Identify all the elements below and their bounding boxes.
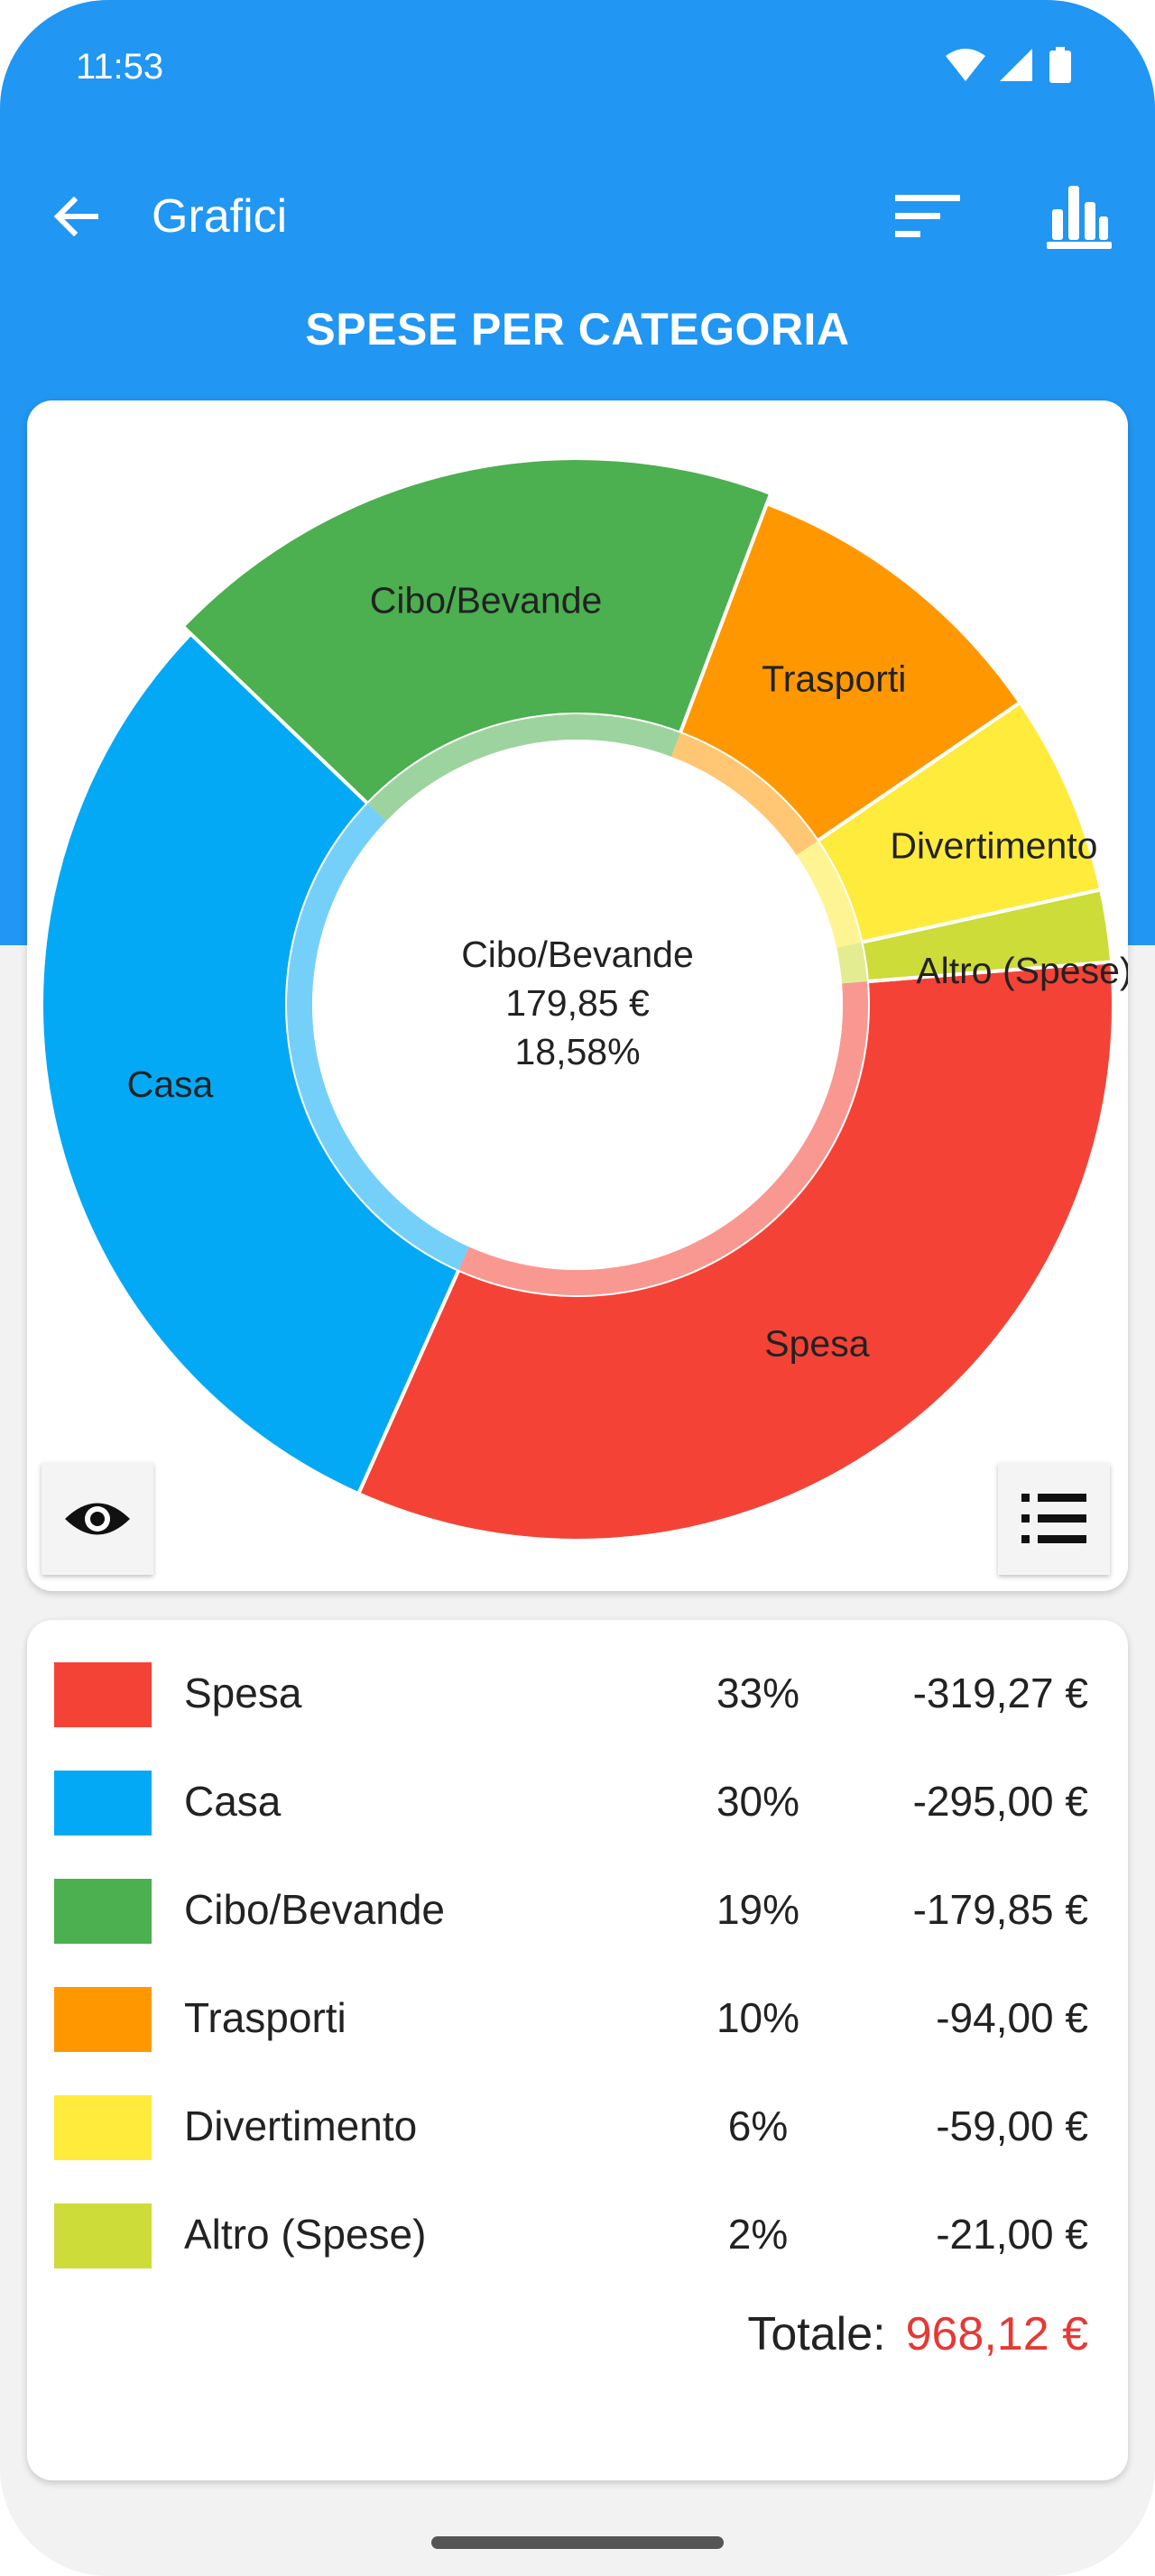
legend-percent: 30%: [716, 1778, 800, 1825]
legend-row[interactable]: Casa 30% -295,00 €: [27, 1757, 1128, 1847]
chart-card: Spesa Casa Cibo/Bevande Trasporti Divertimen…: [27, 400, 1128, 1591]
legend-amount: -59,00 €: [936, 2102, 1088, 2149]
legend-amount: -94,00 €: [936, 1994, 1088, 2041]
center-percent: 18,58%: [514, 1031, 640, 1072]
battery-icon: [1049, 47, 1071, 83]
color-swatch: [54, 2203, 152, 2268]
slice-inner-ring: [287, 804, 469, 1270]
wifi-icon: [946, 49, 985, 81]
legend-percent: 2%: [727, 2211, 789, 2258]
page-title: Grafici: [152, 190, 288, 243]
legend-amount: -179,85 €: [912, 1886, 1088, 1933]
legend-row[interactable]: Spesa 33% -319,27 €: [27, 1649, 1128, 1739]
slice-label: Trasporti: [762, 658, 906, 699]
slice-inner-ring: [367, 714, 680, 822]
center-category: Cibo/Bevande: [461, 934, 694, 975]
legend-amount: -21,00 €: [936, 2211, 1088, 2258]
legend-percent: 6%: [727, 2102, 789, 2149]
legend-row[interactable]: Altro (Spese) 2% -21,00 €: [27, 2190, 1128, 2280]
color-swatch: [54, 1662, 152, 1727]
slice-label: Spesa: [764, 1323, 869, 1365]
total-value: 968,12 €: [905, 2308, 1088, 2360]
signal-icon: [1000, 49, 1032, 81]
legend-category-name: Divertimento: [184, 2102, 418, 2149]
bar-chart-icon: [1047, 186, 1112, 249]
back-button[interactable]: [31, 171, 121, 262]
slice-label: Divertimento: [890, 825, 1097, 867]
legend-category-name: Cibo/Bevande: [184, 1886, 445, 1933]
show-list-button[interactable]: [998, 1463, 1110, 1575]
center-amount: 179,85 €: [505, 982, 650, 1024]
slice-label: Casa: [127, 1063, 214, 1105]
total-row: Totale: 968,12 €: [747, 2307, 1088, 2361]
sort-button[interactable]: [882, 171, 973, 262]
home-indicator[interactable]: [431, 2536, 724, 2549]
legend-row[interactable]: Trasporti 10% -94,00 €: [27, 1973, 1128, 2064]
toggle-visibility-button[interactable]: [42, 1463, 153, 1575]
section-title: SPESE PER CATEGORIA: [305, 304, 850, 354]
slice-label: Altro (Spese): [916, 950, 1128, 991]
slice-inner-ring: [796, 841, 862, 948]
legend-row[interactable]: Cibo/Bevande 19% -179,85 €: [27, 1865, 1128, 1955]
list-icon: [1021, 1494, 1086, 1543]
legend-percent: 10%: [716, 1994, 800, 2041]
legend-amount: -319,27 €: [912, 1670, 1088, 1716]
eye-icon: [65, 1503, 130, 1535]
total-label: Totale:: [747, 2308, 886, 2360]
donut-hole: [312, 740, 843, 1270]
donut-chart[interactable]: Spesa Casa Cibo/Bevande Trasporti Divertimen…: [27, 400, 1128, 1591]
legend-category-name: Casa: [184, 1778, 282, 1825]
status-time: 11:53: [76, 47, 164, 87]
status-icons: [944, 45, 1079, 87]
sort-icon: [895, 195, 960, 237]
legend-category-name: Trasporti: [184, 1994, 346, 2041]
slice-inner-ring: [836, 942, 867, 984]
arrow-left-icon: [53, 196, 98, 237]
color-swatch: [54, 1879, 152, 1944]
app-bar: Grafici: [0, 171, 1155, 262]
slice-inner-ring: [458, 981, 868, 1295]
color-swatch: [54, 2095, 152, 2160]
legend-card: Spesa 33% -319,27 € Casa 30% -295,00 € C…: [27, 1620, 1128, 2480]
legend-category-name: Altro (Spese): [184, 2211, 427, 2258]
legend-row[interactable]: Divertimento 6% -59,00 €: [27, 2082, 1128, 2172]
slice-label: Cibo/Bevande: [370, 579, 603, 621]
slice-inner-ring: [670, 732, 818, 856]
legend-percent: 33%: [716, 1670, 800, 1716]
legend-amount: -295,00 €: [912, 1778, 1088, 1825]
color-swatch: [54, 1987, 152, 2052]
legend-category-name: Spesa: [184, 1670, 302, 1716]
chart-type-button[interactable]: [1034, 171, 1124, 262]
color-swatch: [54, 1771, 152, 1835]
legend-percent: 19%: [716, 1886, 800, 1933]
